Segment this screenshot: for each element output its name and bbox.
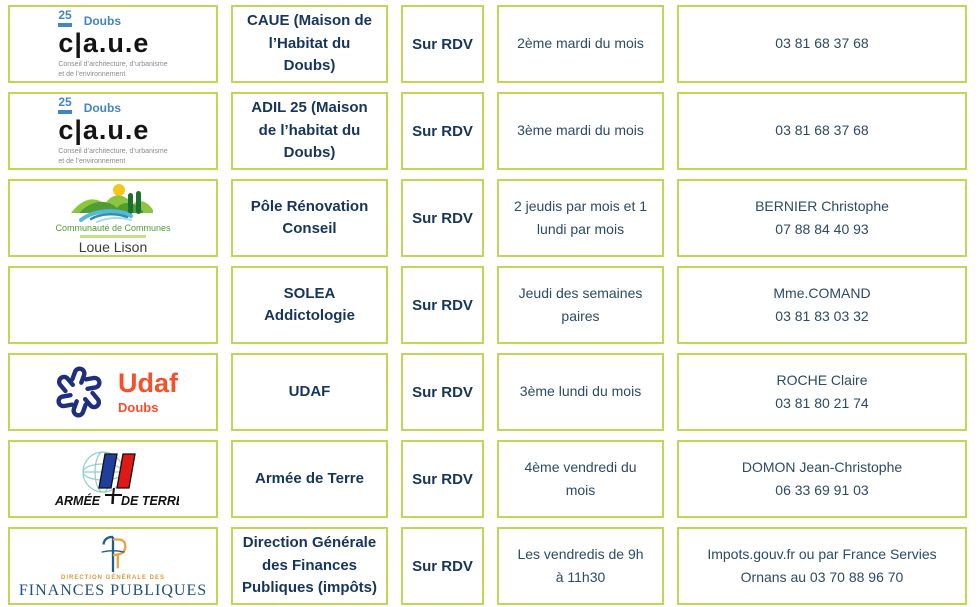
loue-lison-divider	[80, 234, 146, 238]
appointment-type: Sur RDV	[401, 266, 484, 344]
organization-name: ADIL 25 (Maison de l’habitat du Doubs)	[231, 92, 388, 170]
contact: Impots.gouv.fr ou par France Servies Orn…	[677, 527, 967, 605]
udaf-logo: Udaf Doubs	[48, 361, 178, 423]
dgfip-monogram-icon	[101, 535, 127, 572]
udaf-pinwheel-icon	[56, 366, 102, 418]
organization-name: Armée de Terre	[231, 440, 388, 518]
appointment-type: Sur RDV	[401, 353, 484, 431]
armee-word1: ARMÉE	[54, 493, 101, 508]
contact: 03 81 68 37 68	[677, 5, 967, 83]
armee-de-terre-logo-cell: ARMÉE DE TERRE	[8, 440, 218, 518]
udaf-logo-cell: Udaf Doubs	[8, 353, 218, 431]
organization-name: CAUE (Maison de l’Habitat du Doubs)	[231, 5, 388, 83]
loue-lison-logo: Communauté de Communes Loue Lison	[55, 183, 171, 255]
empty-logo-cell	[8, 266, 218, 344]
appointment-type: Sur RDV	[401, 5, 484, 83]
loue-lison-landscape-icon	[71, 183, 153, 223]
schedule: 2ème mardi du mois	[497, 5, 664, 83]
schedule: Les vendredis de 9h à 11h30	[497, 527, 664, 605]
dgfip-subtitle: DIRECTION GÉNÉRALE DES	[60, 574, 165, 581]
schedule: 3ème mardi du mois	[497, 92, 664, 170]
contact: BERNIER Christophe 07 88 84 40 93	[677, 179, 967, 257]
services-schedule-table: 25 Doubs c|a.u.e Conseil d’architecture,…	[8, 5, 967, 605]
armee-de-terre-logo: ARMÉE DE TERRE	[54, 451, 179, 508]
organization-name: Direction Générale des Finances Publique…	[231, 527, 388, 605]
caue-logo-cell: 25 Doubs c|a.u.e Conseil d’architecture,…	[8, 92, 218, 170]
caue-department-number: 25	[58, 9, 72, 27]
organization-name: Pôle Rénovation Conseil	[231, 179, 388, 257]
dgfip-logo-cell: DIRECTION GÉNÉRALE DES FINANCES PUBLIQUE…	[8, 527, 218, 605]
contact: DOMON Jean-Christophe 06 33 69 91 03	[677, 440, 967, 518]
loue-lison-line2: Loue Lison	[78, 238, 148, 255]
caue-subtitle: Conseil d’architecture, d’urbanisme et d…	[58, 147, 168, 165]
contact: Mme.COMAND 03 81 83 03 32	[677, 266, 967, 344]
appointment-type: Sur RDV	[401, 527, 484, 605]
loue-lison-logo-cell: Communauté de Communes Loue Lison	[8, 179, 218, 257]
organization-name: SOLEA Addictologie	[231, 266, 388, 344]
udaf-region-label: Doubs	[118, 399, 159, 415]
caue-logo: 25 Doubs c|a.u.e Conseil d’architecture,…	[58, 96, 168, 167]
caue-acronym: c|a.u.e	[58, 27, 150, 58]
schedule: 3ème lundi du mois	[497, 353, 664, 431]
contact: ROCHE Claire 03 81 80 21 74	[677, 353, 967, 431]
caue-subtitle: Conseil d’architecture, d’urbanisme et d…	[58, 60, 168, 78]
contact: 03 81 68 37 68	[677, 92, 967, 170]
dgfip-wordmark: FINANCES PUBLIQUES	[18, 581, 208, 599]
appointment-type: Sur RDV	[401, 440, 484, 518]
schedule: 4ème vendredi du mois	[497, 440, 664, 518]
armee-word2: DE TERRE	[121, 494, 179, 508]
schedule: Jeudi des semaines paires	[497, 266, 664, 344]
appointment-type: Sur RDV	[401, 92, 484, 170]
organization-name: UDAF	[231, 353, 388, 431]
dgfip-logo: DIRECTION GÉNÉRALE DES FINANCES PUBLIQUE…	[19, 534, 207, 599]
appointment-type: Sur RDV	[401, 179, 484, 257]
caue-acronym: c|a.u.e	[58, 114, 150, 145]
caue-department-number: 25	[58, 96, 72, 114]
caue-logo-cell: 25 Doubs c|a.u.e Conseil d’architecture,…	[8, 5, 218, 83]
udaf-wordmark: Udaf	[118, 367, 178, 398]
caue-region-label: Doubs	[83, 13, 122, 28]
loue-lison-line1: Communauté de Communes	[55, 222, 171, 233]
schedule: 2 jeudis par mois et 1 lundi par mois	[497, 179, 664, 257]
caue-region-label: Doubs	[83, 100, 122, 115]
caue-logo: 25 Doubs c|a.u.e Conseil d’architecture,…	[58, 9, 168, 80]
